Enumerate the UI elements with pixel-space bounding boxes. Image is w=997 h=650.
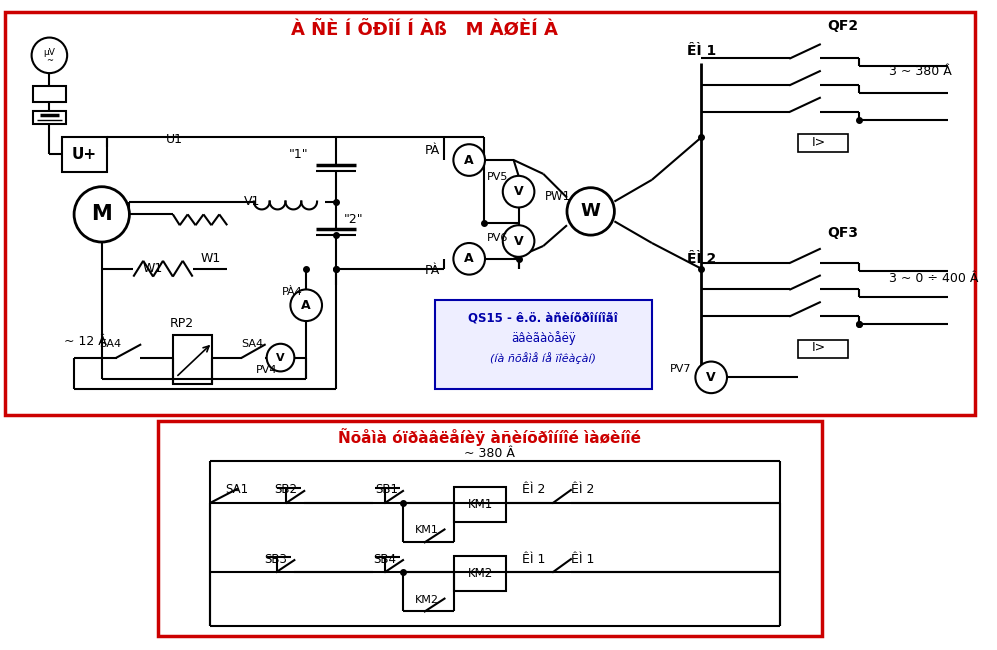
Text: KM1: KM1	[415, 525, 439, 536]
Bar	[62, 137, 107, 172]
Text: äâèãàòåëÿ: äâèãàòåëÿ	[510, 331, 575, 345]
Text: PÀ: PÀ	[425, 144, 440, 157]
Text: 3 ~ 380 Â: 3 ~ 380 Â	[889, 64, 952, 77]
Text: ÊÌ 2: ÊÌ 2	[571, 484, 594, 497]
Bar	[455, 556, 505, 591]
Circle shape	[502, 176, 534, 207]
Bar	[33, 86, 66, 102]
Bar	[33, 111, 66, 125]
Text: QF3: QF3	[827, 226, 857, 240]
Text: SA1: SA1	[225, 484, 248, 497]
Bar	[435, 300, 652, 389]
Text: SB3: SB3	[265, 552, 287, 566]
Circle shape	[290, 289, 322, 321]
Text: PÀ4: PÀ4	[282, 287, 303, 298]
Text: W1: W1	[143, 262, 163, 275]
Text: ~ 380 Â: ~ 380 Â	[465, 447, 515, 460]
Text: µV: µV	[44, 48, 55, 57]
Text: A: A	[465, 252, 474, 265]
Text: V1: V1	[243, 195, 260, 208]
Text: SA4: SA4	[241, 339, 263, 349]
Text: V: V	[276, 352, 285, 363]
Text: I>: I>	[812, 341, 827, 354]
Text: ~: ~	[46, 56, 53, 65]
Text: V: V	[513, 185, 523, 198]
Text: M: M	[92, 204, 112, 224]
Text: A: A	[301, 299, 311, 312]
Text: Ñõåìà óïðàâëåíèÿ àñèíõðîííîé ìàøèíîé: Ñõåìà óïðàâëåíèÿ àñèíõðîííîé ìàøèíîé	[338, 428, 641, 446]
Text: À ÑÈ Í ÕÐÎÍ Í Àß   М ÀØÈÍ À: À ÑÈ Í ÕÐÎÍ Í Àß М ÀØÈÍ À	[291, 21, 558, 40]
Text: RP2: RP2	[169, 317, 194, 330]
Text: PV6: PV6	[488, 233, 508, 243]
Text: "1": "1"	[288, 148, 308, 161]
Text: KM1: KM1	[468, 499, 493, 512]
Bar	[799, 135, 847, 152]
Text: PV5: PV5	[488, 172, 508, 182]
Text: ÊÌ 2: ÊÌ 2	[687, 252, 716, 266]
Text: (íà ñõåìå íå ïîêàçàí): (íà ñõåìå íå ïîêàçàí)	[491, 352, 596, 363]
Circle shape	[695, 361, 727, 393]
Text: W1: W1	[200, 252, 220, 265]
Text: SB4: SB4	[374, 552, 397, 566]
Text: V: V	[707, 371, 716, 384]
Text: ~ 12 Â: ~ 12 Â	[64, 335, 107, 348]
Text: A: A	[465, 153, 474, 166]
Text: 3 ~ 0 ÷ 400 Â: 3 ~ 0 ÷ 400 Â	[889, 272, 978, 285]
Bar	[172, 335, 212, 384]
Circle shape	[74, 187, 130, 242]
Text: PW1: PW1	[544, 190, 571, 203]
Text: U+: U+	[72, 147, 97, 162]
Text: PÀ: PÀ	[425, 264, 440, 277]
Text: V: V	[513, 235, 523, 248]
Bar	[159, 421, 822, 636]
Text: QS15 - ê.ö. àñèíõðîííîãî: QS15 - ê.ö. àñèíõðîííîãî	[469, 311, 618, 324]
Bar	[455, 487, 505, 521]
Circle shape	[454, 144, 485, 176]
Text: W: W	[580, 202, 600, 220]
Text: KM2: KM2	[468, 567, 493, 580]
Bar	[5, 12, 975, 415]
Text: U1: U1	[166, 133, 182, 146]
Text: QF2: QF2	[827, 19, 857, 32]
Text: PV4: PV4	[256, 365, 277, 376]
Text: SB1: SB1	[375, 484, 399, 497]
Circle shape	[267, 344, 294, 371]
Bar	[799, 340, 847, 358]
Text: KM2: KM2	[415, 595, 439, 604]
Circle shape	[567, 188, 614, 235]
Text: ÊÌ 1: ÊÌ 1	[521, 552, 545, 566]
Circle shape	[502, 226, 534, 257]
Text: PV7: PV7	[670, 365, 692, 374]
Circle shape	[454, 243, 485, 274]
Text: ÊÌ 1: ÊÌ 1	[571, 552, 594, 566]
Text: ÊÌ 1: ÊÌ 1	[687, 44, 716, 58]
Text: SB2: SB2	[274, 484, 297, 497]
Text: "2": "2"	[344, 213, 364, 226]
Text: I>: I>	[812, 136, 827, 149]
Circle shape	[32, 38, 67, 73]
Text: SA4: SA4	[100, 339, 122, 349]
Text: ÊÌ 2: ÊÌ 2	[521, 484, 545, 497]
